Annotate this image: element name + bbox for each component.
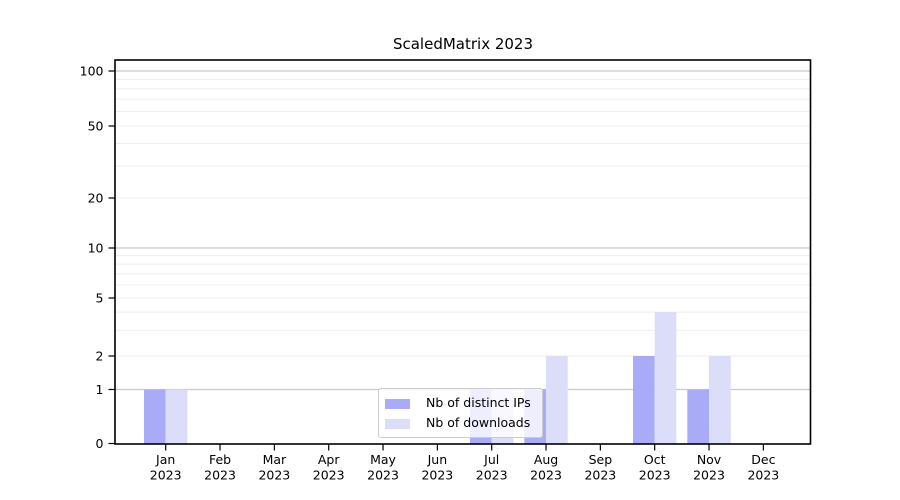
y-tick-label: 100 — [80, 64, 104, 79]
x-tick-year: 2023 — [747, 468, 779, 483]
bar-oct-downloads — [654, 312, 677, 444]
x-tick-month: Mar — [263, 452, 287, 467]
x-tick-year: 2023 — [476, 468, 508, 483]
x-tick-year: 2023 — [639, 468, 671, 483]
minor-gridlines — [115, 78, 811, 357]
x-tick-month: Dec — [751, 452, 775, 467]
x-tick-year: 2023 — [258, 468, 290, 483]
x-tick-label: Apr 2023 — [313, 452, 345, 483]
x-tick-month: Apr — [318, 452, 340, 467]
x-tick-year: 2023 — [693, 468, 725, 483]
x-tick-month: Jul — [483, 452, 499, 467]
y-tick-label: 5 — [96, 291, 104, 306]
x-tick-label: Jun 2023 — [421, 452, 453, 483]
x-tick-month: Sep — [589, 452, 613, 467]
chart-title: ScaledMatrix 2023 — [392, 35, 534, 53]
x-tick-month: Feb — [209, 452, 231, 467]
bar-nov-distinct-ips — [687, 389, 710, 444]
legend-entry-distinct-ips: Nb of distinct IPs — [385, 395, 534, 412]
x-tick-month: Nov — [697, 452, 722, 467]
legend: Nb of distinct IPs Nb of downloads — [378, 388, 543, 438]
y-tick-label: 0 — [96, 436, 104, 451]
x-tick-label: Dec 2023 — [747, 452, 779, 483]
x-tick-label: Sep 2023 — [584, 452, 616, 483]
y-tick-label: 2 — [96, 349, 104, 364]
x-tick-year: 2023 — [204, 468, 236, 483]
x-tick-label: Jul 2023 — [476, 452, 508, 483]
x-tick-label: Feb 2023 — [204, 452, 236, 483]
y-tick-label: 1 — [96, 382, 104, 397]
legend-label-downloads: Nb of downloads — [426, 415, 531, 431]
bar-aug-downloads — [546, 356, 568, 444]
legend-swatch-downloads — [385, 418, 410, 429]
x-tick-month: Jan — [155, 452, 175, 467]
x-tick-label: May 2023 — [367, 452, 399, 483]
x-tick-label: Oct 2023 — [639, 452, 671, 483]
x-tick-month: Jun — [427, 452, 448, 467]
x-tick-label: Jan 2023 — [150, 452, 182, 483]
x-tick-year: 2023 — [367, 468, 399, 483]
bar-oct-distinct-ips — [632, 356, 655, 444]
x-tick-label: Mar 2023 — [258, 452, 290, 483]
bar-nov-downloads — [709, 356, 731, 444]
x-tick-month: Aug — [534, 452, 558, 467]
bar-jan-downloads — [165, 389, 188, 444]
y-tick-label: 10 — [88, 241, 104, 256]
major-gridlines — [115, 70, 811, 391]
x-tick-label: Aug 2023 — [530, 452, 562, 483]
x-tick-year: 2023 — [150, 468, 182, 483]
legend-label-distinct-ips: Nb of distinct IPs — [426, 395, 531, 411]
x-tick-label: Nov 2023 — [693, 452, 725, 483]
bar-jan-distinct-ips — [144, 389, 166, 444]
x-tick-year: 2023 — [313, 468, 345, 483]
x-tick-month: May — [370, 452, 396, 467]
x-tick-year: 2023 — [584, 468, 616, 483]
x-tick-year: 2023 — [530, 468, 562, 483]
legend-entry-downloads: Nb of downloads — [385, 415, 534, 432]
x-tick-year: 2023 — [421, 468, 453, 483]
x-tick-month: Oct — [644, 452, 666, 467]
y-tick-label: 50 — [88, 119, 104, 134]
y-axis: 0 1 2 5 10 20 50 100 — [80, 64, 115, 451]
y-tick-label: 20 — [88, 191, 104, 206]
plot-border — [114, 59, 812, 445]
legend-swatch-distinct-ips — [385, 398, 410, 409]
